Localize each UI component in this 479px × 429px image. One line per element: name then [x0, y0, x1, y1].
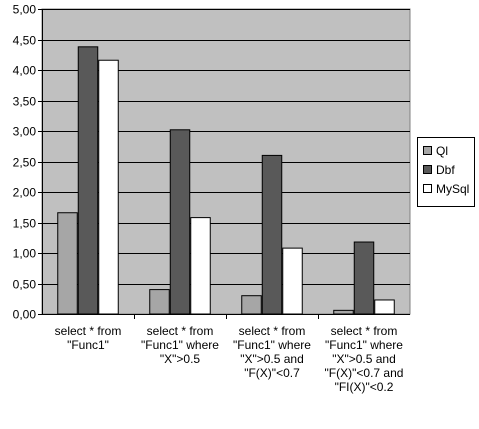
y-tick-label: 5,00 [13, 3, 37, 17]
y-tick-label: 3,00 [13, 125, 37, 139]
bar-mysql [282, 247, 303, 315]
legend-label: Ql [436, 144, 448, 158]
bar-dbf [77, 46, 99, 315]
legend-swatch [423, 146, 432, 155]
bar-ql [149, 289, 170, 315]
y-tick-label: 4,00 [13, 64, 37, 78]
x-tick-label: select * from "Func1" where "X">0.5 [141, 324, 219, 366]
bar-dbf [169, 129, 191, 315]
legend-swatch [423, 165, 432, 174]
y-tick-label: 3,50 [13, 95, 37, 109]
bar-dbf [353, 241, 375, 315]
bar-ql [333, 309, 354, 315]
legend-label: Dbf [436, 163, 455, 177]
y-tick-label: 0,00 [13, 308, 37, 322]
x-tick-label: select * from "Func1" [54, 324, 122, 352]
legend-label: MySql [436, 182, 469, 196]
y-tick-label: 1,00 [13, 247, 37, 261]
bar-mysql [374, 299, 395, 315]
bar-mysql [190, 217, 211, 315]
bar-ql [57, 212, 78, 315]
legend-swatch [423, 184, 432, 193]
bar-dbf [261, 154, 283, 315]
y-tick-label: 2,00 [13, 186, 37, 200]
y-tick-label: 0,50 [13, 278, 37, 292]
bar-mysql [98, 59, 119, 315]
x-tick-label: select * from "Func1" where "X">0.5 and … [324, 324, 404, 394]
y-tick-label: 4,50 [13, 34, 37, 48]
x-tick-label: select * from "Func1" where "X">0.5 and … [233, 324, 311, 380]
y-tick-label: 2,50 [13, 156, 37, 170]
y-tick-label: 1,50 [13, 217, 37, 231]
bar-ql [241, 295, 262, 315]
